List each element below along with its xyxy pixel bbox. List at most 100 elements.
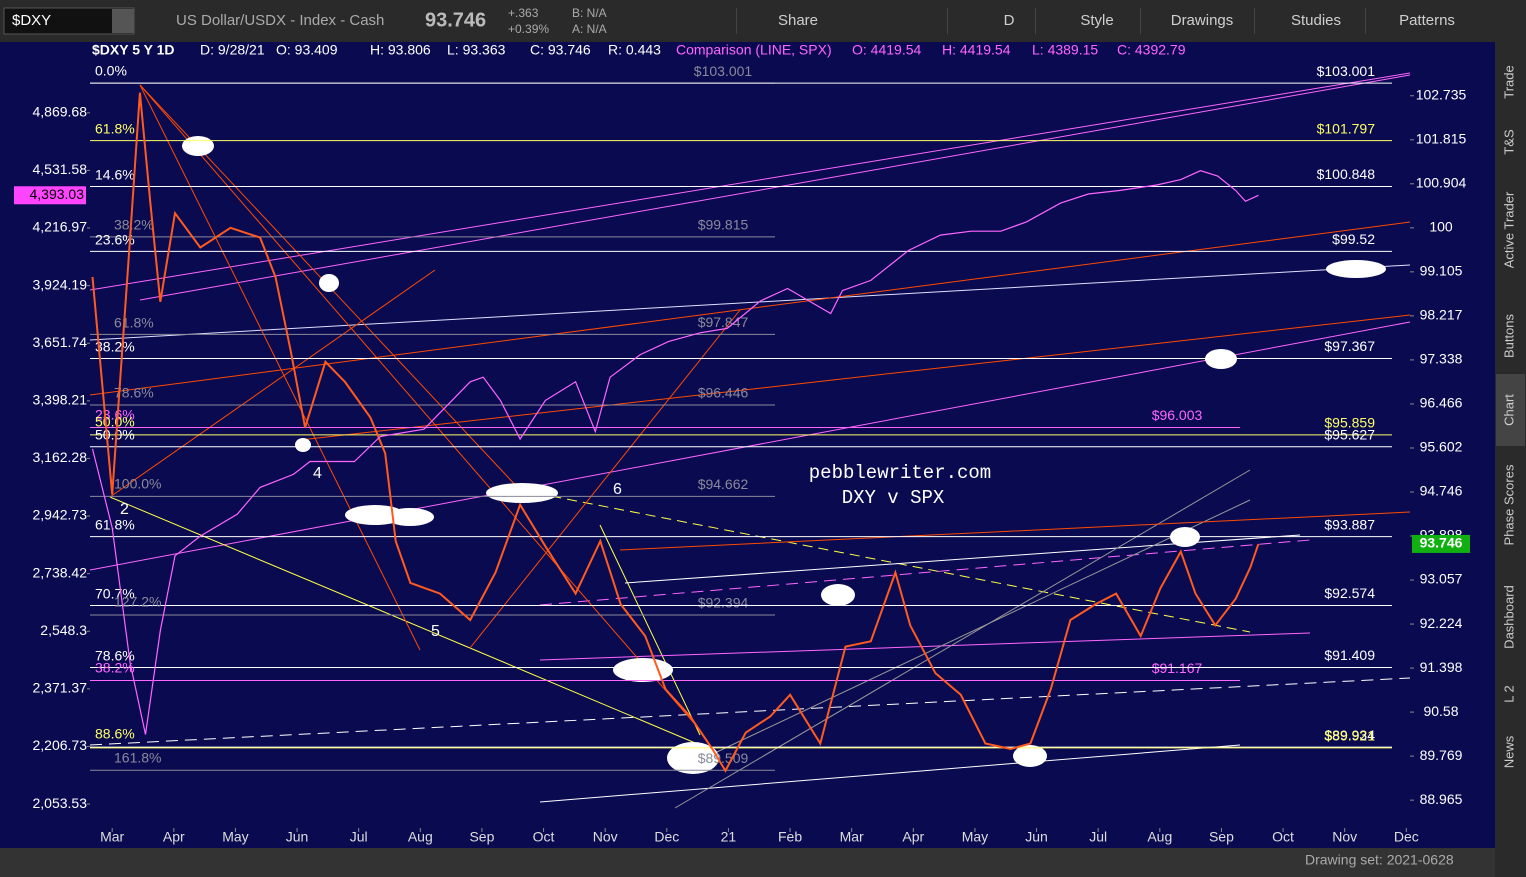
fib-label: 61.8% <box>114 315 154 331</box>
x-tick-label: Feb <box>778 829 802 845</box>
comparison-title: Comparison (LINE, SPX) <box>676 42 832 58</box>
toolbar-button[interactable]: Share <box>778 12 818 29</box>
toolbar-separator <box>1254 8 1255 34</box>
toolbar-button[interactable]: Drawings <box>1171 12 1234 29</box>
sidebar <box>1495 42 1526 877</box>
trendline <box>699 499 1251 761</box>
symbol-dropdown[interactable] <box>112 9 134 33</box>
marker <box>1205 349 1237 369</box>
trendline <box>539 539 1311 606</box>
toolbar-button[interactable]: Studies <box>1291 12 1341 29</box>
bid: B: N/A <box>572 6 607 20</box>
marker <box>486 483 558 503</box>
sidebar-tab[interactable]: Active Trader <box>1501 191 1516 268</box>
x-tick-label: Sep <box>469 829 494 845</box>
y-tick-label: 93.057 <box>1420 571 1463 587</box>
trendline <box>539 744 1241 803</box>
level-label: $92.394 <box>698 595 749 611</box>
symbol: $DXY <box>12 12 51 29</box>
y2-tick-label: 2,738.42 <box>33 564 88 580</box>
header-field: D: 9/28/21 <box>200 42 265 58</box>
fib-label: 61.8% <box>95 121 135 137</box>
fib-label: 70.7% <box>95 586 135 602</box>
toolbar-button[interactable]: Style <box>1080 12 1113 29</box>
chart-area <box>0 42 1495 848</box>
y2-tick-label: 3,162.28 <box>33 449 88 465</box>
x-tick-label: Aug <box>408 829 433 845</box>
x-tick-label: Nov <box>593 829 618 845</box>
level-label: $94.662 <box>698 476 749 492</box>
wave-label: 2 <box>120 501 129 518</box>
trendline <box>89 72 1411 291</box>
sidebar-tab[interactable]: Phase Scores <box>1501 464 1516 545</box>
last-comparison-tag <box>14 186 86 205</box>
x-tick-label: 21 <box>721 829 737 845</box>
marker <box>1326 260 1386 278</box>
marker <box>667 742 719 774</box>
sidebar-tab[interactable]: Trade <box>1501 65 1516 98</box>
level-label: $91.167 <box>1152 660 1203 676</box>
y-tick-label: 95.602 <box>1420 439 1463 455</box>
x-tick-label: Jul <box>350 829 368 845</box>
active-tab <box>1496 374 1525 446</box>
toolbar-button[interactable]: Patterns <box>1399 12 1455 29</box>
drawings <box>89 72 1411 809</box>
price-line <box>91 92 1260 773</box>
sidebar-tab[interactable]: L 2 <box>1501 685 1516 703</box>
trendline <box>539 632 1311 661</box>
watermark: DXY v SPX <box>842 487 945 509</box>
fib-label: 78.6% <box>95 648 135 664</box>
wave-label: 4 <box>313 465 322 482</box>
marker <box>386 508 434 526</box>
y2-tick-label: 3,651.74 <box>33 334 88 350</box>
sidebar-tab[interactable]: Dashboard <box>1501 585 1516 649</box>
toolbar <box>0 0 1526 42</box>
y-tick-label: 94.746 <box>1420 483 1463 499</box>
y-tick-label: 91.398 <box>1420 659 1463 675</box>
comparison-field: H: 4419.54 <box>942 42 1011 58</box>
toolbar-separator <box>947 8 948 34</box>
x-tick-label: Jun <box>286 829 309 845</box>
drawing-set[interactable]: Drawing set: 2021-0628 <box>1305 852 1454 868</box>
x-tick-label: Oct <box>533 829 555 845</box>
ask: A: N/A <box>572 22 607 36</box>
last-price-tag <box>1412 534 1470 553</box>
y-tick-label: 97.338 <box>1420 351 1463 367</box>
y2-tick-label: 2,548.3 <box>40 622 87 638</box>
toolbar-button[interactable]: D <box>1004 12 1015 29</box>
fib-label: 23.6% <box>95 232 135 248</box>
x-tick-label: Aug <box>1147 829 1172 845</box>
level-label: $92.574 <box>1324 585 1375 601</box>
trendline <box>89 677 1411 746</box>
level-label: $101.797 <box>1317 120 1376 136</box>
sidebar-tab[interactable]: News <box>1501 735 1516 768</box>
level-label: $97.847 <box>698 314 749 330</box>
study-title: $DXY 5 Y 1D <box>92 42 175 58</box>
y2-tick-label: 2,942.73 <box>33 507 88 523</box>
y-tick-label: 102.735 <box>1416 86 1467 102</box>
fib-label: 100.0% <box>114 476 161 492</box>
level-label: $96.003 <box>1152 407 1203 423</box>
trendline <box>469 647 701 746</box>
marker <box>1013 745 1047 767</box>
trendline <box>139 74 1411 301</box>
x-tick-label: Sep <box>1209 829 1234 845</box>
y-tick-label: 92.224 <box>1420 615 1463 631</box>
trendline <box>674 469 1251 809</box>
sidebar-tab[interactable]: T&S <box>1501 129 1516 155</box>
comparison-field: C: 4392.79 <box>1117 42 1186 58</box>
y-tick-label: 101.815 <box>1416 131 1467 147</box>
wave-label: 5 <box>431 623 440 640</box>
comparison-line <box>91 170 1259 735</box>
last-price-label: 93.746 <box>1420 535 1463 551</box>
sidebar-tab[interactable]: Buttons <box>1501 313 1516 358</box>
fib-label: 14.6% <box>95 167 135 183</box>
y2-tick-label: 3,398.21 <box>33 392 88 408</box>
header-field: O: 93.409 <box>276 42 338 58</box>
sidebar-tab[interactable]: Chart <box>1501 394 1516 426</box>
scrollbar <box>0 848 1495 877</box>
level-label: $97.367 <box>1324 338 1375 354</box>
fib-label: 78.6% <box>114 385 154 401</box>
